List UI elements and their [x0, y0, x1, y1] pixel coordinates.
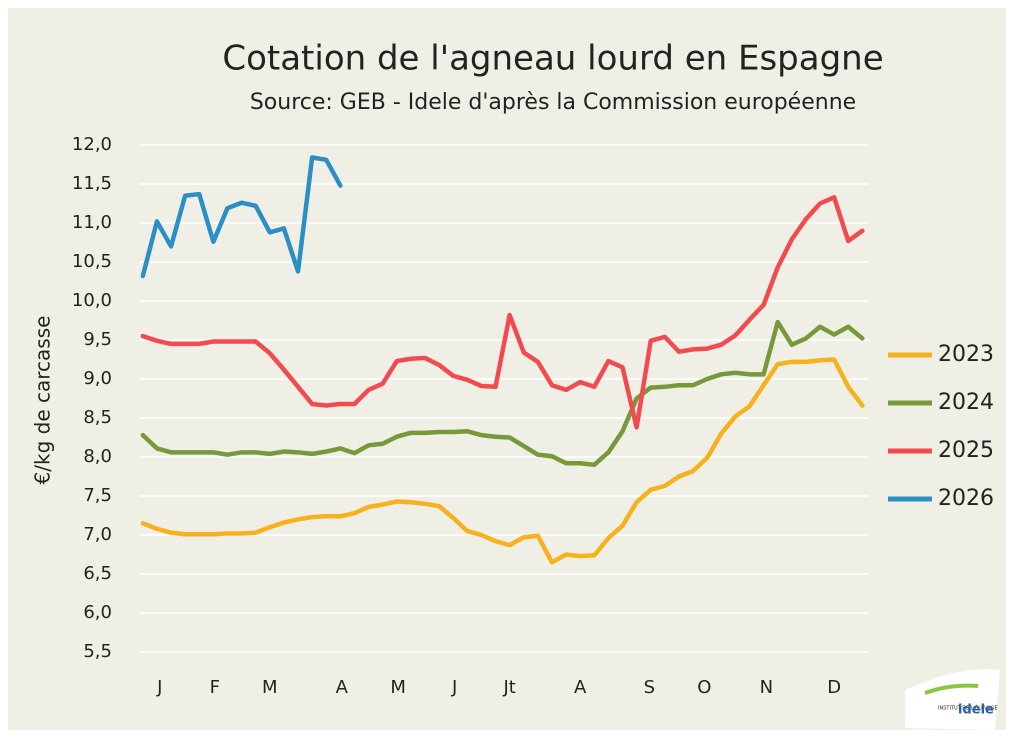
x-tick-label: Jt: [502, 677, 515, 698]
logo-brand: idele: [958, 703, 994, 718]
series-line: [140, 155, 343, 279]
y-tick-label: 8,0: [83, 446, 112, 467]
y-tick-label: 7,5: [83, 485, 112, 506]
y-tick-label: 10,5: [72, 251, 112, 272]
x-tick-label: J: [156, 677, 162, 698]
x-tick-label: M: [262, 677, 278, 698]
x-tick-label: M: [390, 677, 406, 698]
legend-label: 2024: [938, 390, 994, 415]
x-tick-label: F: [210, 677, 220, 698]
y-tick-label: 9,5: [83, 329, 112, 350]
chart-subtitle: Source: GEB - Idele d'après la Commissio…: [250, 90, 856, 115]
y-tick-label: 7,0: [83, 524, 112, 545]
x-tick-label: O: [697, 677, 711, 698]
x-tick-label: N: [760, 677, 773, 698]
logo: INSTITUT DE L'ÉLEVAGE idele: [905, 669, 1000, 730]
legend-label: 2026: [938, 486, 994, 511]
series-line: [140, 357, 865, 565]
series-line: [140, 319, 865, 468]
y-axis-label: €/kg de carcasse: [31, 316, 55, 485]
x-tick-label: A: [336, 677, 349, 698]
x-tick-label: D: [827, 677, 841, 698]
y-tick-label: 10,0: [72, 290, 112, 311]
legend-label: 2025: [938, 438, 994, 463]
y-tick-label: 12,0: [72, 134, 112, 155]
x-tick-label: J: [451, 677, 457, 698]
x-tick-label: S: [644, 677, 655, 698]
x-tick-label: A: [574, 677, 587, 698]
y-tick-label: 5,5: [83, 641, 112, 662]
y-tick-label: 6,0: [83, 602, 112, 623]
y-tick-label: 9,0: [83, 368, 112, 389]
y-tick-label: 11,0: [72, 212, 112, 233]
legend-label: 2023: [938, 342, 994, 367]
y-tick-label: 6,5: [83, 563, 112, 584]
y-tick-label: 11,5: [72, 173, 112, 194]
y-tick-label: 8,5: [83, 407, 112, 428]
logo-text: INSTITUT DE L'ÉLEVAGE: [938, 704, 998, 712]
series-line: [140, 195, 865, 430]
background: [8, 8, 1006, 730]
logo-swoosh: [924, 683, 979, 695]
chart-title: Cotation de l'agneau lourd en Espagne: [222, 39, 883, 79]
